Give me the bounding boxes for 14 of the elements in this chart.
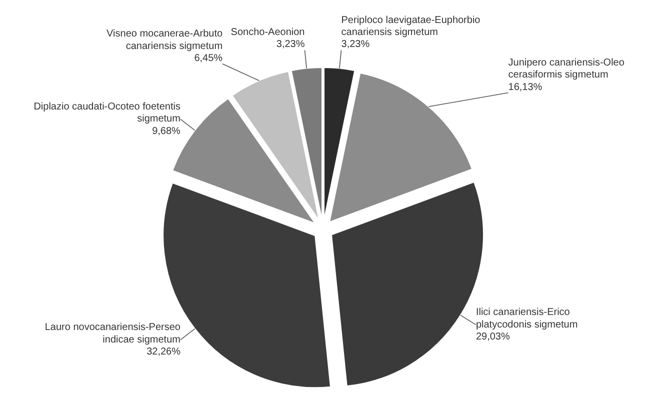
data-label: 3,23% — [276, 39, 305, 50]
data-label: 6,45% — [194, 52, 223, 64]
slice-label: Periploco laevigatae-Euphorbio canariensis sigmetum — [341, 14, 481, 38]
slice-label: Ilici canariensis-Erico platycodonis sigmetum — [476, 307, 578, 330]
slice-label: Lauro novocanariensis-Perseo indicae sigmetum — [44, 322, 181, 346]
slice-label: Junipero canariensis-Oleo cerasiformis sigmetum — [508, 58, 625, 81]
data-label: 16,13% — [508, 82, 542, 93]
data-label: 3,23% — [341, 39, 370, 50]
slice-label: Diplazio caudati-Ocoteo foetentis sigmetum — [34, 102, 180, 125]
data-label: 9,68% — [152, 126, 181, 137]
slice-label: Soncho-Aeonion — [230, 27, 305, 38]
slice-label: Visneo mocanerae-Arbuto canariensis sigmetum — [106, 28, 223, 52]
data-label: 32,26% — [146, 346, 181, 358]
data-label: 29,03% — [476, 331, 510, 342]
